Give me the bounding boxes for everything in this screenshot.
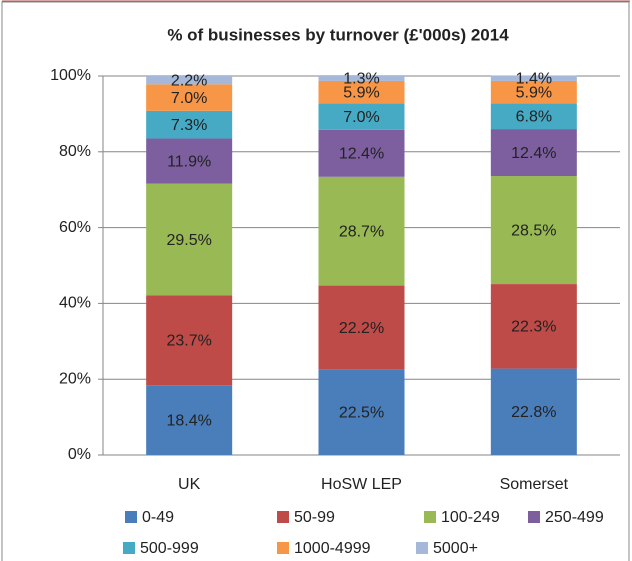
legend-label: 500-999 bbox=[140, 540, 199, 557]
y-tick-label: 60% bbox=[59, 219, 91, 236]
data-label: 7.3% bbox=[171, 117, 207, 134]
bar-segment bbox=[318, 103, 405, 130]
legend-swatch bbox=[416, 542, 428, 554]
bar-segment bbox=[146, 385, 233, 455]
x-tick-label: UK bbox=[178, 476, 201, 493]
x-tick-label: HoSW LEP bbox=[321, 476, 402, 493]
bar-segment bbox=[490, 284, 577, 369]
legend-swatch bbox=[528, 511, 540, 523]
data-label: 5.9% bbox=[343, 84, 379, 101]
bar-segment bbox=[318, 129, 405, 177]
bar-segment bbox=[146, 110, 233, 139]
data-label: 23.7% bbox=[166, 333, 211, 350]
bar-segment bbox=[146, 295, 233, 386]
legend-label: 5000+ bbox=[433, 540, 478, 557]
legend-swatch bbox=[424, 511, 436, 523]
y-tick-label: 20% bbox=[59, 370, 91, 387]
bar-segment bbox=[318, 176, 405, 286]
data-label: 29.5% bbox=[166, 232, 211, 249]
data-label: 1.3% bbox=[343, 71, 379, 88]
x-tick-label: Somerset bbox=[500, 476, 569, 493]
legend-label: 50-99 bbox=[294, 509, 335, 526]
legend-label: 100-249 bbox=[441, 509, 500, 526]
y-tick-label: 40% bbox=[59, 295, 91, 312]
legend-label: 250-499 bbox=[545, 509, 604, 526]
data-label: 5.9% bbox=[516, 84, 552, 101]
data-label: 11.9% bbox=[167, 153, 211, 170]
data-label: 28.5% bbox=[511, 222, 556, 239]
legend-swatch bbox=[277, 542, 289, 554]
bar-segment bbox=[490, 176, 577, 285]
data-label: 22.8% bbox=[511, 404, 556, 421]
y-tick-label: 80% bbox=[59, 143, 91, 160]
bar-segment bbox=[490, 103, 577, 130]
legend-swatch bbox=[277, 511, 289, 523]
bar-segment bbox=[318, 76, 405, 81]
bar-segment bbox=[490, 129, 577, 177]
legend-swatch bbox=[123, 542, 135, 554]
data-label: 18.4% bbox=[166, 412, 211, 429]
data-label: 22.2% bbox=[339, 320, 384, 337]
data-label: 7.0% bbox=[343, 109, 379, 126]
bar-segment bbox=[146, 138, 233, 184]
data-label: 28.7% bbox=[339, 223, 384, 240]
data-label: 22.5% bbox=[339, 405, 384, 422]
data-label: 12.4% bbox=[339, 146, 384, 163]
bar-segment bbox=[146, 84, 233, 111]
bar-segment bbox=[490, 80, 577, 104]
legend-swatch bbox=[125, 511, 137, 523]
chart-title: % of businesses by turnover (£'000s) 201… bbox=[167, 25, 509, 44]
bar-segment bbox=[318, 80, 405, 104]
data-label: 6.8% bbox=[516, 108, 552, 125]
data-label: 12.4% bbox=[511, 145, 556, 162]
bar-segment bbox=[146, 76, 233, 85]
bar-segment bbox=[318, 285, 405, 370]
bar-segment bbox=[146, 183, 233, 296]
legend-label: 1000-4999 bbox=[294, 540, 371, 557]
bar-segment bbox=[490, 368, 577, 455]
y-tick-label: 100% bbox=[50, 67, 91, 84]
data-label: 7.0% bbox=[171, 90, 207, 107]
data-label: 1.4% bbox=[516, 70, 552, 87]
y-tick-label: 0% bbox=[68, 446, 91, 463]
data-label: 22.3% bbox=[511, 319, 556, 336]
bar-segment bbox=[318, 369, 405, 455]
legend-label: 0-49 bbox=[142, 509, 174, 526]
bar-segment bbox=[490, 75, 577, 81]
data-label: 2.2% bbox=[171, 72, 207, 89]
